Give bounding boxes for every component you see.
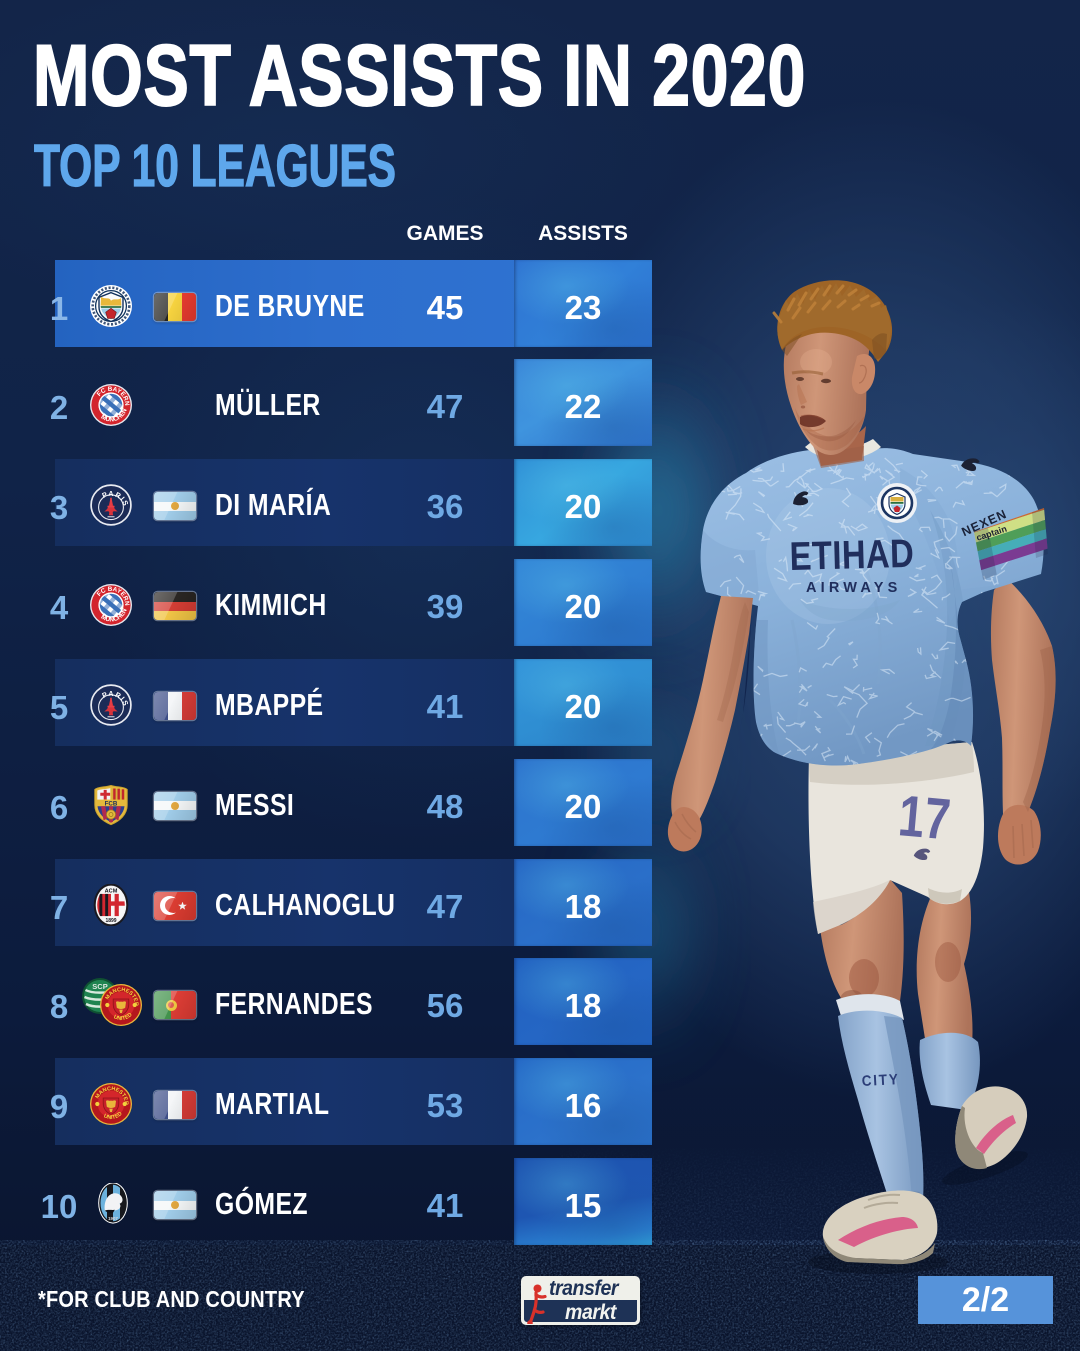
svg-text:UNITED: UNITED [113,1012,134,1022]
svg-text:ACM: ACM [105,888,118,894]
svg-text:CITY: CITY [861,1071,900,1090]
svg-text:AIRWAYS: AIRWAYS [806,580,901,596]
svg-text:1907: 1907 [108,1216,118,1221]
svg-text:1899: 1899 [105,918,116,924]
svg-text:SCP: SCP [92,982,107,991]
svg-text:17: 17 [896,783,953,852]
svg-text:UNITED: UNITED [103,1111,124,1121]
svg-text:FCB: FCB [105,800,118,807]
svg-text:ETIHAD: ETIHAD [789,531,915,579]
